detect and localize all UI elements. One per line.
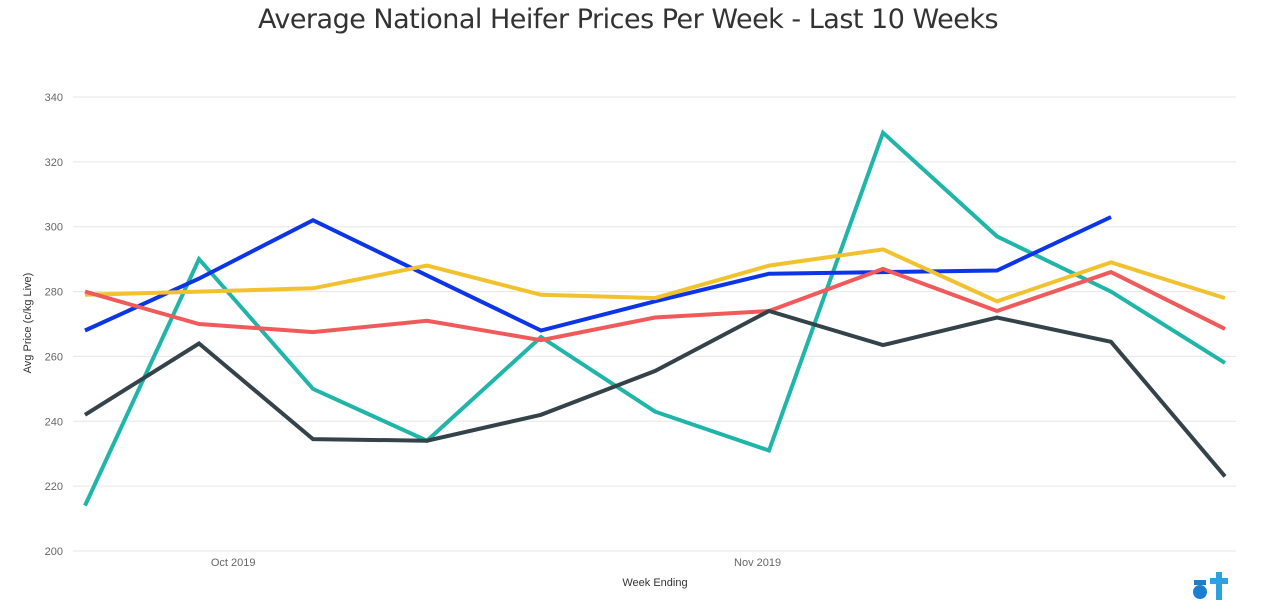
- x-tick-label: Oct 2019: [211, 557, 256, 569]
- series-line-5[interactable]: [83, 308, 1227, 478]
- y-tick-label: 320: [45, 157, 63, 169]
- x-axis-label: Week Ending: [622, 577, 687, 589]
- y-tick-label: 340: [45, 92, 63, 104]
- x-axis-ticks: Oct 2019 Nov 2019: [211, 557, 781, 569]
- y-tick-label: 280: [45, 287, 63, 299]
- y-tick-label: 300: [45, 222, 63, 234]
- y-tick-label: 260: [45, 351, 63, 363]
- y-tick-label: 200: [45, 546, 63, 558]
- series-line-3[interactable]: [84, 247, 1226, 304]
- gridlines: [73, 96, 1236, 552]
- series-line-2[interactable]: [84, 215, 1112, 333]
- y-tick-label: 220: [45, 481, 63, 493]
- brand-logo-icon: [1188, 570, 1248, 600]
- series-line-4[interactable]: [84, 266, 1226, 343]
- y-axis-label: Avg Price (c/kg Live): [22, 273, 34, 374]
- series-lines: [83, 129, 1227, 507]
- y-axis-ticks: 200 220 240 260 280 300 320 340: [45, 92, 63, 558]
- x-tick-label: Nov 2019: [734, 557, 781, 569]
- chart-title: Average National Heifer Prices Per Week …: [257, 4, 999, 35]
- y-tick-label: 240: [45, 416, 63, 428]
